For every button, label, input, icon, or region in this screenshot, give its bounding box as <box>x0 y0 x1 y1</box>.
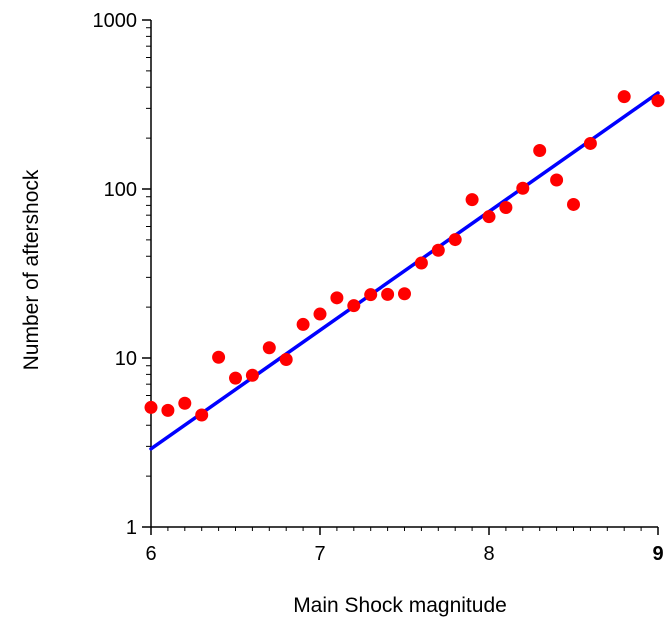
x-tick-label: 6 <box>145 543 156 565</box>
data-point <box>195 408 209 422</box>
data-point <box>161 403 175 417</box>
fit-line-group <box>149 91 660 451</box>
data-point <box>550 173 564 187</box>
y-axis-title: Number of aftershock <box>20 169 43 370</box>
data-point <box>178 396 192 410</box>
y-tick-label: 1000 <box>93 10 138 32</box>
data-point <box>567 197 580 211</box>
data-point <box>398 287 411 301</box>
data-point <box>482 210 496 224</box>
data-point <box>347 299 361 313</box>
data-point <box>229 371 242 385</box>
data-point <box>431 243 445 257</box>
fit-line <box>149 91 660 451</box>
data-point <box>296 317 310 331</box>
data-point <box>516 181 530 195</box>
data-point <box>313 307 327 321</box>
axes <box>150 20 658 528</box>
x-tick-label: 8 <box>483 543 494 565</box>
data-point <box>245 368 259 382</box>
data-point <box>212 350 226 364</box>
data-point <box>465 193 479 207</box>
y-tick-label: 10 <box>115 348 137 370</box>
x-tick-label: 7 <box>314 543 325 565</box>
y-tick-label: 1 <box>126 517 137 539</box>
data-points <box>144 90 665 422</box>
data-point <box>583 136 597 150</box>
tick-labels: 1 10 100 1000 6 7 8 9 <box>93 10 664 565</box>
data-point <box>499 201 513 215</box>
data-point <box>262 341 276 355</box>
data-point <box>617 90 631 104</box>
data-point <box>651 94 665 108</box>
x-axis-title: Main Shock magnitude <box>293 594 507 617</box>
data-point <box>533 143 547 157</box>
data-point <box>279 352 293 366</box>
data-point <box>364 288 378 302</box>
axis-ticks <box>142 19 659 535</box>
data-point <box>448 233 462 247</box>
y-tick-label: 100 <box>104 179 137 201</box>
data-point <box>330 291 344 305</box>
x-tick-label: 9 <box>652 543 663 565</box>
data-point <box>381 287 395 301</box>
data-point <box>414 256 428 270</box>
data-point <box>144 400 158 414</box>
